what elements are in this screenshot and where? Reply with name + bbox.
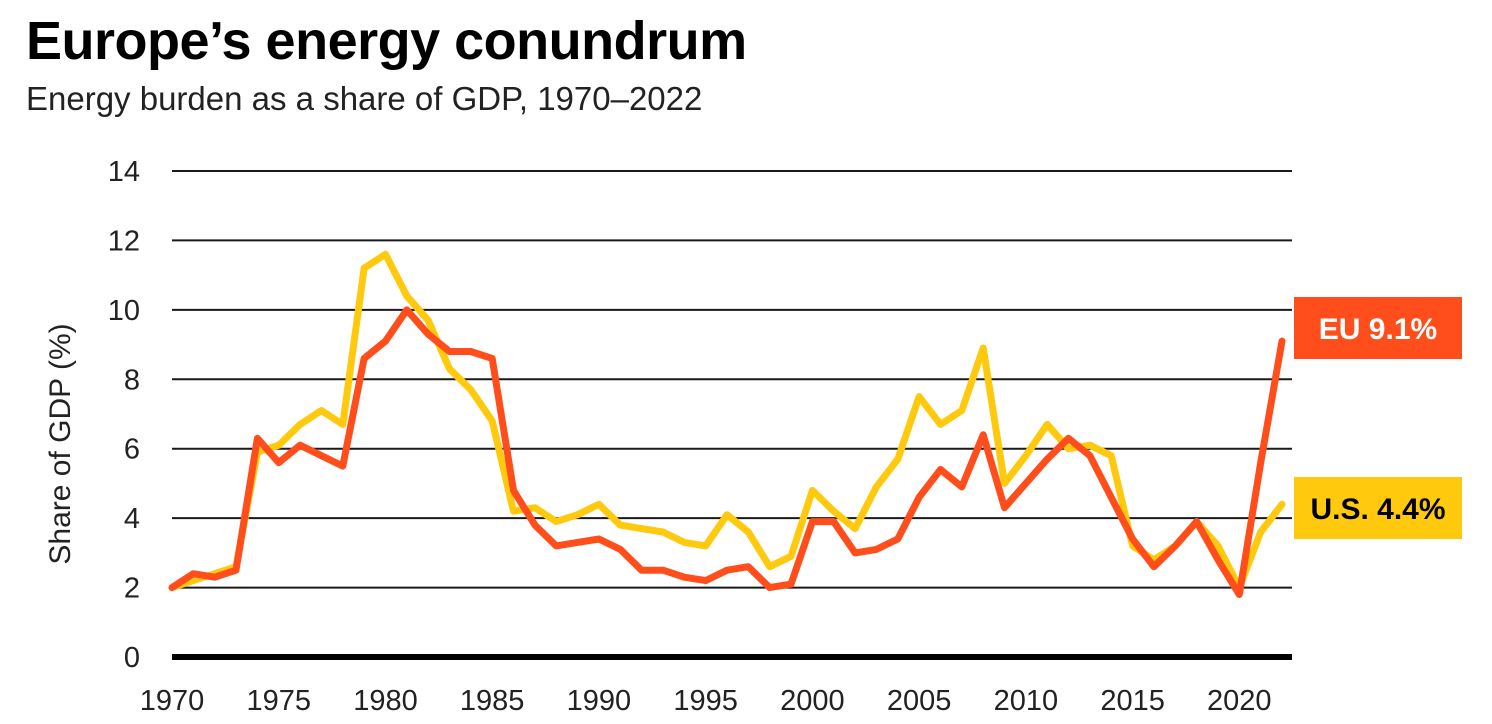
y-axis-label: Share of GDP (%) [44, 323, 77, 564]
x-tick-label: 1970 [140, 685, 205, 717]
x-tick-label: 2000 [780, 685, 845, 717]
end-label-text: EU 9.1% [1319, 313, 1437, 346]
x-tick-label: 1995 [673, 685, 738, 717]
series-line-eu [168, 306, 1286, 598]
y-tick-label: 6 [124, 434, 140, 466]
x-tick-label: 1980 [353, 685, 418, 717]
y-tick-label: 4 [124, 503, 140, 535]
end-label-text: U.S. 4.4% [1310, 493, 1445, 526]
y-tick-label: 12 [108, 225, 140, 257]
y-axis-ticks: 0 2 4 6 8 10 12 14 [108, 156, 140, 674]
end-label-box [1294, 477, 1462, 539]
x-axis-ticks: 1970 1975 1980 1985 1990 1995 2000 2005 2010 2015… [140, 685, 1272, 717]
x-tick-label: 2010 [994, 685, 1059, 717]
chart-title: Europe’s energy conundrum [26, 11, 747, 71]
y-tick-label: 10 [108, 295, 140, 327]
series-lines [168, 250, 1286, 598]
series-end-labels: U.S. 4.4% EU 9.1% [1294, 297, 1462, 539]
y-tick-label: 14 [108, 156, 140, 188]
x-tick-label: 1985 [460, 685, 525, 717]
y-tick-label: 0 [124, 642, 140, 674]
x-tick-label: 2015 [1100, 685, 1165, 717]
chart-subtitle: Energy burden as a share of GDP, 1970–20… [26, 80, 703, 117]
gridlines [172, 170, 1292, 660]
end-label-eu: EU 9.1% [1294, 297, 1462, 359]
x-tick-label: 2005 [887, 685, 952, 717]
x-tick-label: 1990 [567, 685, 632, 717]
y-tick-label: 2 [124, 573, 140, 605]
x-tick-label: 2020 [1207, 685, 1272, 717]
end-label-box [1294, 297, 1462, 359]
end-label-us: U.S. 4.4% [1294, 477, 1462, 539]
y-tick-label: 8 [124, 364, 140, 396]
x-tick-label: 1975 [246, 685, 311, 717]
series-line-us [168, 250, 1286, 592]
